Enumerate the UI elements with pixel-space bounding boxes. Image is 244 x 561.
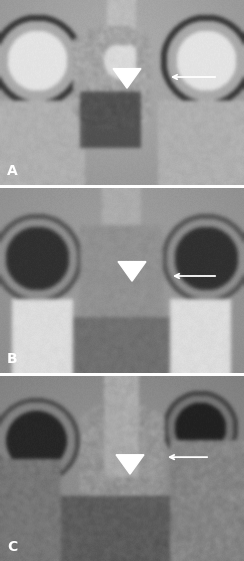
Polygon shape [113,68,141,88]
Text: B: B [7,352,18,366]
Polygon shape [118,261,146,281]
Text: C: C [7,540,17,554]
Text: A: A [7,164,18,178]
Polygon shape [116,455,144,474]
